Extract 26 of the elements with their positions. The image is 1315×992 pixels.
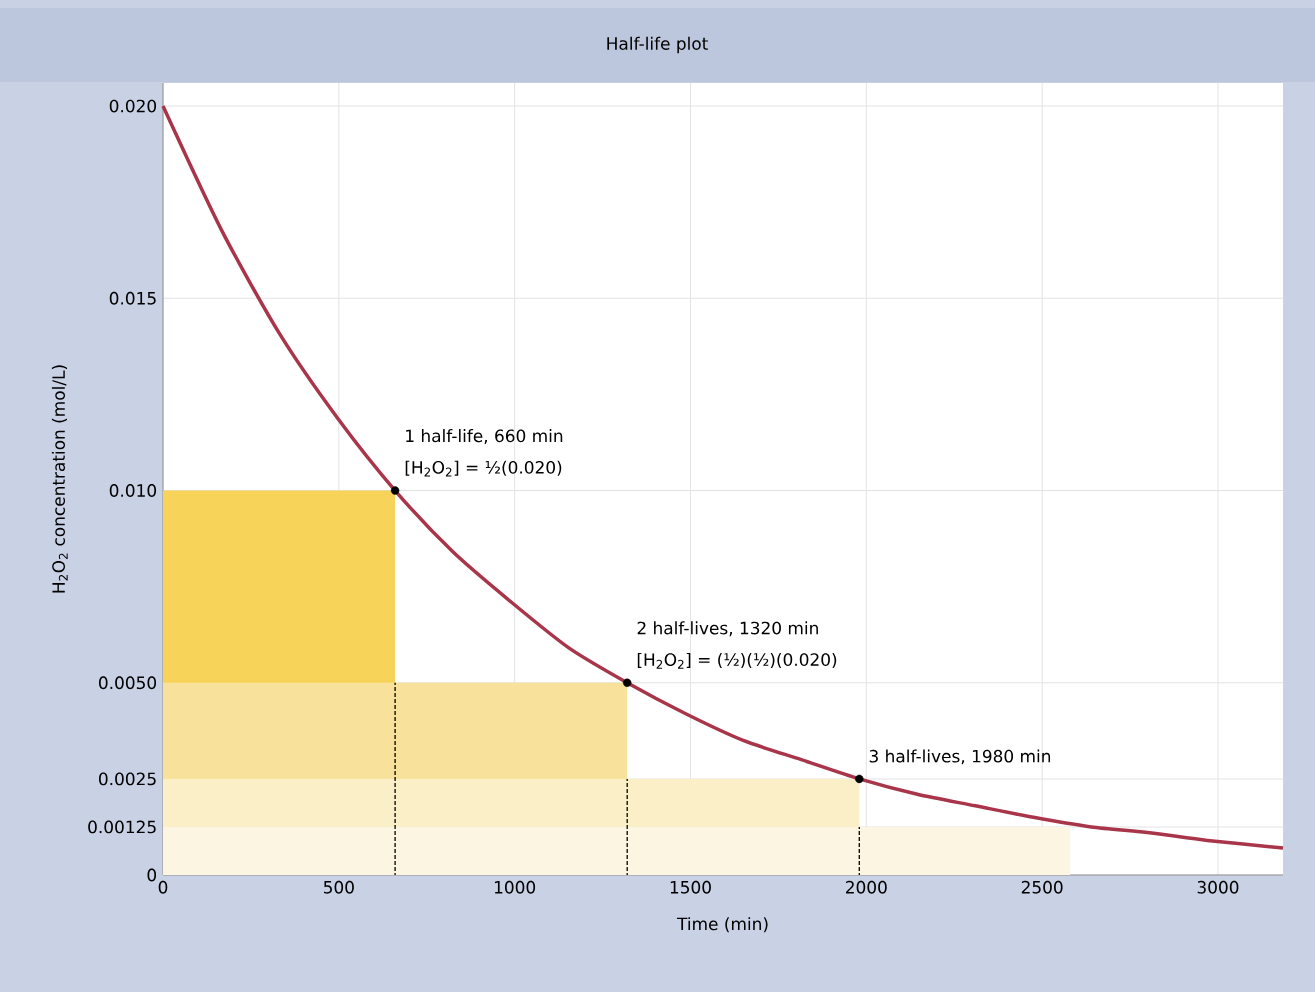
annotation: 1 half-life, 660 min [406,429,563,444]
y-tick-label: 0.010 [109,484,157,497]
x-tick-label: 1000 [494,880,536,894]
y-tick-label: 0.0050 [99,676,157,690]
x-tick-label: 1500 [670,880,711,894]
annotation: [H$_{2}$O$_{2}$] = (½)(½)(0.020) [637,652,837,669]
x-tick-label: 2000 [846,880,887,894]
annotation: 3 half-lives, 1980 min [869,749,1051,765]
y-tick-label: 0.020 [109,99,157,113]
y-tick-label: 0.015 [109,291,156,305]
point [622,678,632,687]
y-tick-label: 0 [147,868,157,882]
x-tick-label: 0 [158,880,168,894]
x-tick-label: 500 [323,880,354,894]
chart-title: Half-life plot [607,36,708,54]
point [855,774,864,784]
line-series [161,104,1285,850]
x-axis-title: Time (min) [676,917,768,933]
y-tick-label: 0.0025 [99,772,156,786]
y-tick-label: 0.00125 [88,820,156,834]
annotation: [H$_{2}$O$_{2}$] = ½(0.020) [405,460,562,477]
point [390,486,400,495]
y-axis-title: H$_{2}$O$_{2}$ concentration (mol/L) [51,365,68,593]
x-tick-label: 3000 [1197,880,1239,894]
annotation: 2 half-lives, 1320 min [637,621,818,637]
x-tick-label: 2500 [1021,880,1063,894]
